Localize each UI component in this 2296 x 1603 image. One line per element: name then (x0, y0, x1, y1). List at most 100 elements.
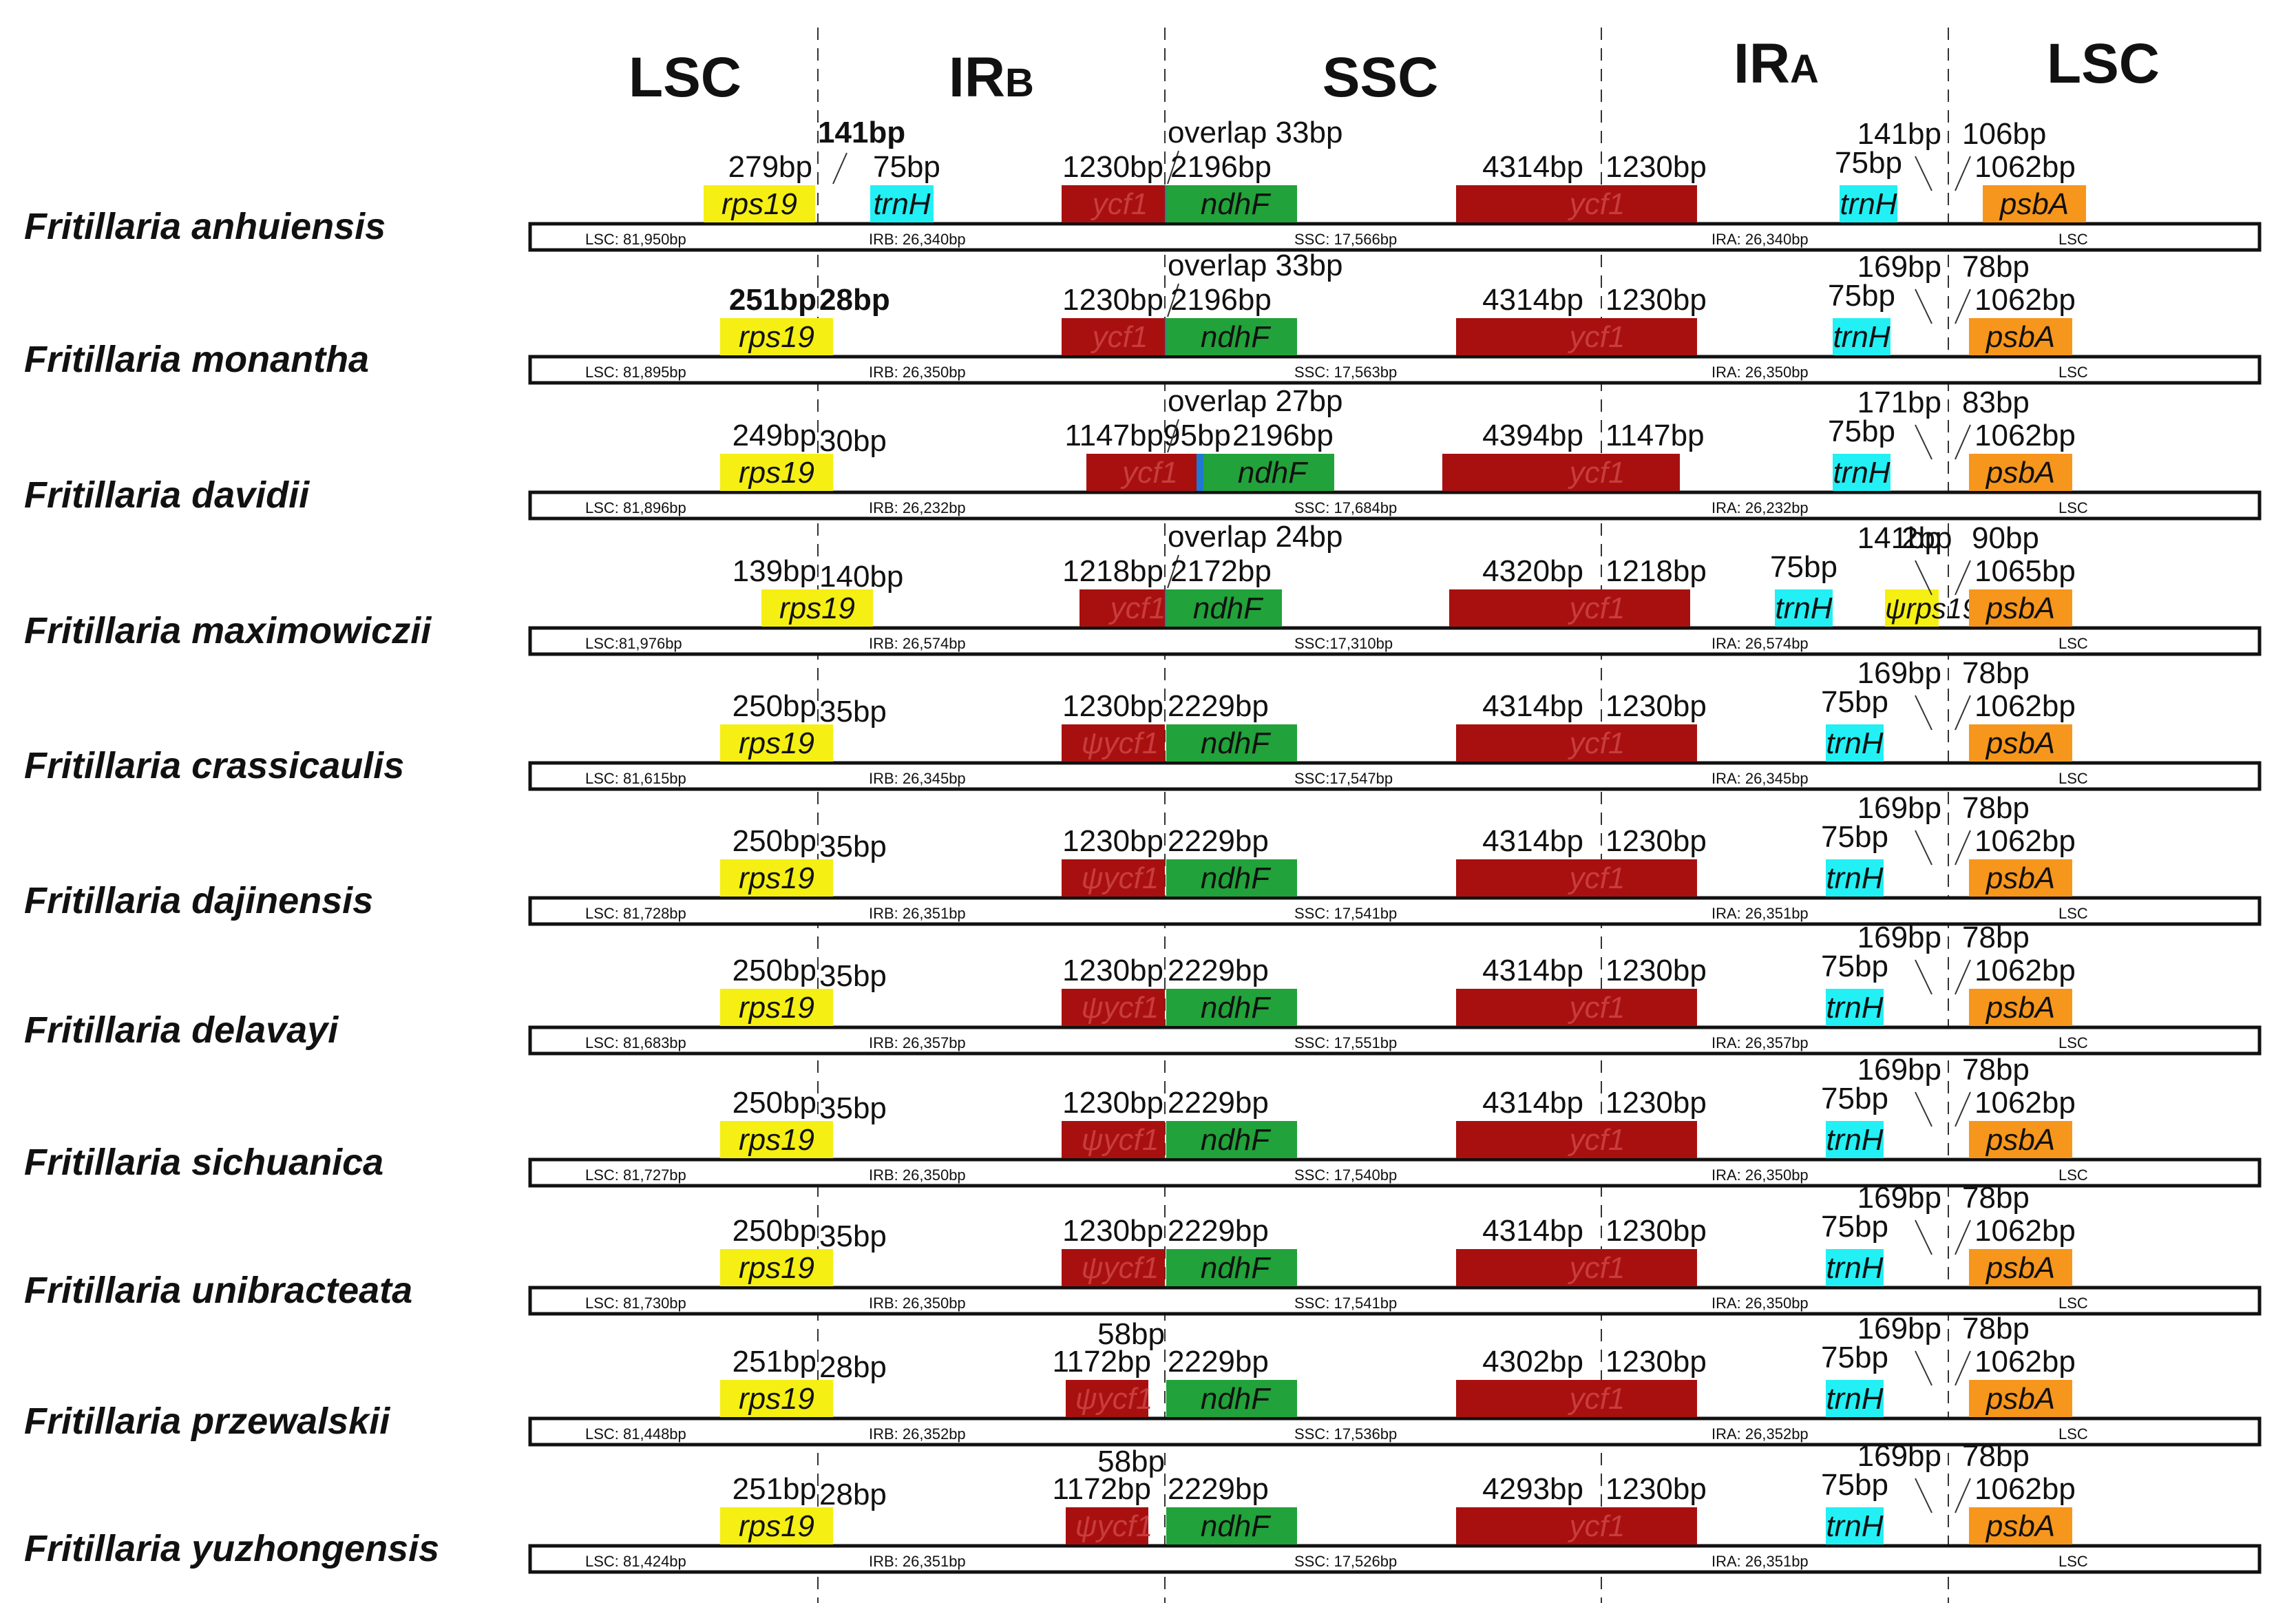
species-row: Fritillaria maximowiczii LSC:81,976bp IRB:… (24, 520, 2262, 656)
track-label-ssc: SSC: 17,684bp (1294, 499, 1397, 516)
trnH-gene-ira (1826, 724, 1884, 762)
track-label-lsc: LSC: 81,424bp (585, 1553, 686, 1570)
rps19-gene (761, 589, 873, 627)
track-label-lsc-end: LSC (2058, 231, 2088, 248)
track-label-irb: IRB: 26,350bp (869, 1295, 966, 1312)
track-label-ira: IRA: 26,340bp (1712, 231, 1809, 248)
ycf1-irb-length-label: 1230bp (1062, 954, 1163, 987)
psbA-length-label: 1065bp (1974, 554, 2076, 588)
callout-line (1955, 560, 1971, 596)
rps19-ir-length-label: 35bp (819, 830, 887, 863)
ycf1-irb-label: ycf1 (1108, 591, 1166, 625)
ndhF-gene (1166, 1380, 1297, 1417)
overlap-label: overlap 33bp (1168, 249, 1342, 282)
psbA-length-label: 1062bp (1974, 689, 2076, 723)
species-row: Fritillaria sichuanica LSC: 81,727bp IRB: … (24, 1053, 2262, 1188)
psbA-gap-label: 78bp (1962, 1312, 2030, 1345)
ycf1-irb-label: ψycf1 (1082, 726, 1159, 760)
ycf1-irb-gene (1066, 1380, 1148, 1417)
rps19-ir-length-label: 35bp (819, 1219, 887, 1253)
region-title-ir: IRB (949, 46, 1034, 109)
track-label-ira: IRA: 26,350bp (1712, 1166, 1809, 1184)
ycf1-irb-gene (1086, 454, 1200, 491)
ycf1-gap-label: 95bp (1163, 419, 1231, 452)
trnH-label-ira: trnH (1826, 1251, 1883, 1285)
region-title-lsc: LSC (2047, 32, 2160, 95)
ycf1-ira-length-label: 1230bp (1605, 1472, 1707, 1506)
ycf1-ira-label: ycf1 (1568, 1382, 1625, 1416)
track-label-irb: IRB: 26,351bp (869, 905, 966, 922)
ycf1-ira-gene (1456, 1121, 1697, 1158)
ndhF-gene (1166, 989, 1297, 1026)
psbA-gene (1969, 989, 2072, 1026)
ndhF-label: ndhF (1201, 1251, 1271, 1285)
ndhF-length-label: 2229bp (1168, 1086, 1269, 1120)
ycf1-ira-gene (1456, 1249, 1697, 1286)
track-label-lsc: LSC: 81,683bp (585, 1034, 686, 1051)
species-name: Fritillaria yuzhongensis (24, 1528, 439, 1569)
species-name: Fritillaria davidii (24, 474, 310, 516)
genome-track (528, 355, 2262, 385)
ycf1-ssc-length-label: 4314bp (1482, 1214, 1583, 1248)
rps19-ir-length-label: 30bp (819, 424, 887, 458)
ndhF-length-label: 2229bp (1168, 824, 1269, 858)
rps19-gene (704, 185, 815, 222)
track-label-irb: IRB: 26,351bp (869, 1553, 966, 1570)
ndhF-gene (1166, 1121, 1297, 1158)
ycf1-irb-length-label: 1230bp (1062, 1214, 1163, 1248)
trnH-ira-length-label: 75bp (1821, 1468, 1888, 1502)
psbA-label: psbA (1985, 320, 2055, 354)
ycf1-irb-length-label: 1230bp (1062, 1086, 1163, 1120)
ycf1-ira-length-label: 1230bp (1605, 824, 1707, 858)
region-title-lsc: LSC (629, 46, 741, 109)
species-row: Fritillaria davidii LSC: 81,896bp IRB: 26,… (24, 384, 2262, 521)
ycf1-ira-gene (1456, 1380, 1697, 1417)
ndhF-label: ndhF (1201, 861, 1271, 895)
ycf1-ira-gene (1456, 724, 1697, 762)
trnH-label-ira: trnH (1826, 991, 1883, 1025)
ycf1-ssc-length-label: 4320bp (1482, 554, 1583, 588)
track-label-ira: IRA: 26,351bp (1712, 905, 1809, 922)
ycf1-ira-label: ycf1 (1568, 861, 1625, 895)
species-name: Fritillaria crassicaulis (24, 745, 404, 786)
trnH-label-ira: trnH (1826, 1509, 1883, 1543)
psbA-label: psbA (1985, 1509, 2055, 1543)
ndhF-gene (1166, 318, 1297, 355)
ycf1-irb-length-label: 1172bp (1052, 1345, 1151, 1379)
trnH-gene-ira (1833, 318, 1890, 355)
psbA-label: psbA (1985, 591, 2055, 625)
track-label-ira: IRA: 26,574bp (1712, 635, 1809, 652)
ycf1-ira-label: ycf1 (1568, 456, 1625, 490)
ndhF-length-label: 2172bp (1170, 554, 1272, 588)
ycf1-ira-gene (1456, 185, 1697, 222)
genome-track (528, 1025, 2262, 1056)
trnH-label-ira: trnH (1826, 861, 1883, 895)
genome-track (528, 1416, 2262, 1447)
ycf1-ira-length-label: 1230bp (1605, 1214, 1707, 1248)
psbA-gene (1969, 318, 2072, 355)
trnH-ira-length-label: 75bp (1821, 1210, 1888, 1244)
rps19-label: rps19 (739, 1251, 814, 1285)
rps19-length-label: 250bp (733, 954, 817, 987)
psbA-length-label: 1062bp (1974, 419, 2076, 452)
rps19-length-label: 251bp (729, 283, 817, 317)
ycf1-irb-label: ycf1 (1091, 320, 1148, 354)
rps19-ir-length-label: 28bp (819, 283, 890, 317)
ndhF-gene (1166, 185, 1297, 222)
track-label-irb: IRB: 26,345bp (869, 770, 966, 787)
trnH-gap-label: 169bp (1857, 1439, 1941, 1473)
track-label-ira: IRA: 26,351bp (1712, 1553, 1809, 1570)
track-label-ssc: SSC: 17,526bp (1294, 1553, 1397, 1570)
species-name: Fritillaria dajinensis (24, 880, 373, 921)
ycf1-ira-length-label: 1230bp (1605, 283, 1707, 317)
ndhF-length-label: 2229bp (1168, 1214, 1269, 1248)
species-row: Fritillaria przewalskii LSC: 81,448bp IRB:… (24, 1312, 2262, 1447)
trnH-gap-label: 169bp (1857, 656, 1941, 690)
ycf1-ssc-length-label: 4302bp (1482, 1345, 1583, 1379)
region-title-sub: A (1790, 47, 1819, 92)
track-label-irb: IRB: 26,350bp (869, 1166, 966, 1184)
track-label-ssc: SSC: 17,541bp (1294, 905, 1397, 922)
trnH-ira-length-label: 75bp (1821, 950, 1888, 983)
species-row: Fritillaria anhuiensis LSC: 81,950bp IRB: … (24, 116, 2262, 252)
trnH-gene-ira (1826, 859, 1884, 897)
